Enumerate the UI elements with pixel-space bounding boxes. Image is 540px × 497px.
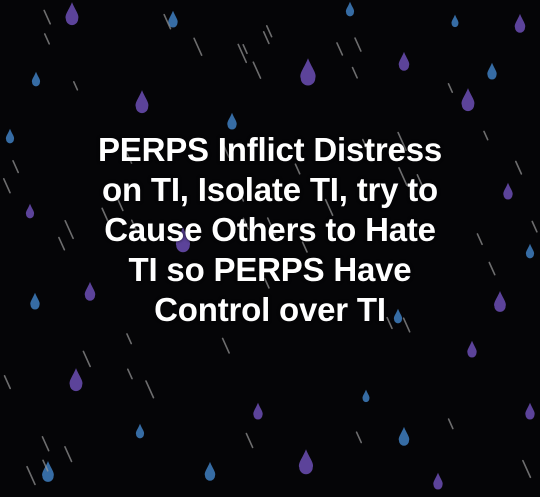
rain-streak (101, 207, 110, 223)
rain-drop (494, 291, 506, 312)
rain-streak (416, 173, 424, 188)
rain-streak (354, 37, 362, 52)
rain-drop (253, 402, 263, 420)
rain-drop (345, 1, 355, 17)
rain-streak (266, 217, 276, 236)
caption-line: TI so PERPS Have (128, 251, 412, 288)
rain-streak (115, 194, 124, 212)
rain-streak (12, 160, 20, 174)
rain-streak (126, 333, 133, 345)
rain-streak (3, 375, 11, 390)
rain-streak (236, 186, 245, 202)
rain-streak (522, 459, 532, 479)
rain-streak (531, 220, 538, 233)
rain-drop (168, 10, 178, 28)
rain-streak (402, 317, 411, 333)
rain-streak (64, 445, 73, 463)
rain-streak (130, 219, 139, 235)
rain-drop (487, 62, 497, 80)
rain-drop (31, 71, 41, 87)
rain-streak (127, 368, 133, 380)
rain-streak (488, 261, 496, 276)
rain-drop (25, 203, 35, 219)
rain-streak (58, 236, 66, 251)
rain-streak (386, 316, 393, 330)
rain-drop (135, 423, 145, 439)
caption-line: Cause Others to Hate (104, 211, 436, 248)
rain-drop (525, 402, 535, 420)
rain-streak (447, 418, 454, 430)
caption-text: PERPS Inflict Distress on TI, Isolate TI… (30, 130, 510, 330)
rain-streak (242, 44, 248, 55)
rain-streak (43, 9, 51, 25)
rain-streak (42, 459, 49, 472)
rain-streak (145, 380, 155, 399)
rain-drop (135, 90, 149, 114)
rain-drop (69, 368, 83, 392)
rain-drop (298, 449, 314, 475)
rain-drop (175, 227, 191, 253)
rain-streak (237, 43, 248, 64)
rain-drop (451, 14, 459, 28)
rain-streak (264, 277, 270, 289)
rain-streak (398, 167, 408, 186)
rain-streak (301, 241, 308, 253)
rain-drop (525, 243, 535, 259)
rain-drop (204, 461, 216, 481)
rain-streak (252, 61, 262, 79)
rain-drop (467, 340, 477, 358)
rain-streak (265, 25, 273, 38)
rain-drop (362, 389, 370, 403)
rain-streak (193, 37, 203, 56)
rain-streak (397, 131, 407, 151)
rain-streak (64, 219, 74, 240)
rain-drop (514, 13, 526, 33)
rain-streak (221, 140, 230, 158)
rain-streak (123, 146, 133, 164)
rain-streak (294, 163, 301, 175)
rain-drop (433, 472, 443, 490)
rain-streak (82, 350, 91, 368)
rain-drop (398, 51, 410, 71)
rain-drop (65, 2, 79, 26)
rain-streak (476, 233, 483, 246)
rain-streak (245, 432, 254, 449)
rain-streak (41, 435, 50, 452)
caption-line: on TI, Isolate TI, try to (101, 171, 439, 208)
rain-streak (483, 130, 489, 141)
rain-drop (461, 88, 475, 112)
rain-streak (163, 13, 172, 30)
rain-streak (72, 80, 79, 91)
rain-drop (393, 308, 403, 324)
rain-drop (300, 58, 316, 86)
rain-streak (242, 217, 249, 230)
rain-streak (2, 178, 11, 194)
rain-streak (514, 160, 523, 175)
rain-streak (447, 83, 454, 94)
rain-drop (503, 182, 513, 200)
rain-streak (26, 465, 36, 486)
rain-streak (262, 31, 270, 45)
rain-drop (5, 128, 15, 144)
rain-drop (30, 292, 40, 310)
rain-streak (221, 337, 230, 354)
caption-line: Control over TI (154, 291, 386, 328)
rain-streak (355, 431, 363, 444)
rain-streak (324, 198, 334, 217)
rain-drop (84, 281, 96, 301)
rain-drop (227, 112, 237, 130)
rain-streak (362, 138, 368, 151)
caption-line: PERPS Inflict Distress (97, 131, 443, 168)
rain-drop (398, 426, 410, 446)
rain-streak (336, 42, 344, 56)
rain-streak (43, 33, 50, 45)
rain-streak (351, 66, 358, 79)
